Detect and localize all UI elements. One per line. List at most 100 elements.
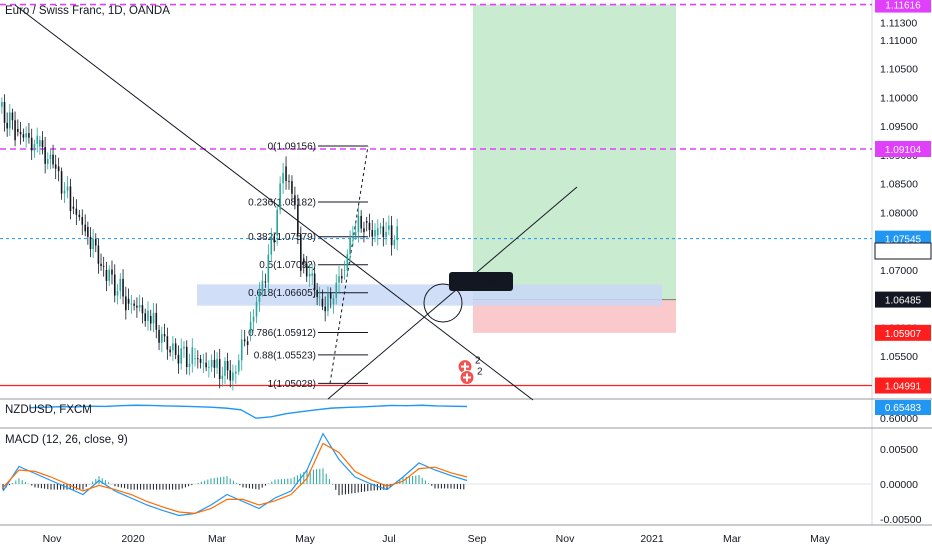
candle-body (203, 363, 205, 364)
candle-body (136, 306, 138, 308)
x-tick-label: Nov (556, 533, 575, 545)
y-tick-label: 1.11300 (880, 18, 917, 30)
candle-body (294, 195, 296, 205)
candle-body (23, 134, 25, 137)
candle-body (20, 132, 22, 134)
candle-body (322, 299, 324, 307)
candle-body (369, 223, 371, 230)
candle-body (6, 123, 8, 129)
candle-body (1, 102, 3, 107)
price-tag-label: 1.05907 (885, 329, 922, 340)
candle-body (17, 129, 19, 132)
candle-body (34, 144, 36, 151)
candle-body (81, 217, 83, 225)
candle-body (211, 360, 213, 367)
candle-body (224, 361, 226, 376)
candle-body (309, 274, 311, 277)
candle-body (139, 305, 141, 307)
price-callout-label: 1.06514 (463, 278, 500, 289)
candle-body (241, 339, 243, 360)
price-tag-label: 1.06485 (885, 296, 922, 307)
candle-body (128, 299, 130, 304)
candle-body (276, 210, 278, 236)
candle-body (333, 298, 335, 304)
candle-body (106, 270, 108, 281)
candle-body (92, 239, 94, 249)
candle-body (256, 302, 258, 317)
candle-body (189, 364, 191, 367)
x-tick-label: Mar (208, 533, 227, 545)
candle-body (324, 307, 326, 312)
candle-body (119, 279, 121, 291)
event-badge-count: 2 (477, 367, 483, 378)
candle-body (39, 140, 41, 146)
y-tick-label: 1.10000 (880, 92, 918, 104)
candle-body (306, 264, 308, 277)
candle-body (169, 350, 171, 353)
candle-body (319, 297, 321, 298)
candle-body (227, 361, 229, 370)
candle-body (28, 133, 30, 138)
candle-body (235, 372, 237, 374)
long-position-target-zone (473, 5, 676, 300)
x-tick-label: 2020 (121, 533, 145, 545)
candle-body (183, 347, 185, 349)
candle-body (273, 236, 275, 242)
candle-body (355, 232, 357, 235)
candle-body (111, 270, 113, 275)
candle-body (338, 276, 340, 282)
macd-y-tick: 0.00000 (880, 479, 918, 491)
candle-body (232, 372, 234, 380)
candle-body (42, 140, 44, 147)
candle-body (84, 225, 86, 232)
price-tag-label: 07:56:02 (884, 247, 923, 258)
fib-level-label: 0.618(1.06605) (248, 288, 316, 299)
candle-body (327, 293, 329, 311)
candle-body (114, 275, 116, 296)
candle-body (205, 363, 207, 368)
candle-body (95, 239, 97, 245)
x-tick-label: May (810, 533, 831, 545)
candle-body (153, 313, 155, 324)
candle-body (108, 270, 110, 281)
candle-body (391, 225, 393, 245)
candle-body (147, 311, 149, 321)
nzdusd-pane-title: NZDUSD, FXCM (5, 404, 92, 416)
fib-level-label: 0.88(1.05523) (254, 350, 316, 361)
candle-body (167, 336, 169, 349)
candle-body (50, 155, 52, 159)
candle-body (303, 258, 305, 263)
candle-body (131, 304, 133, 305)
candle-body (297, 205, 299, 234)
candle-body (374, 230, 376, 237)
candle-body (55, 164, 57, 168)
candle-body (58, 166, 60, 171)
candle-body (270, 236, 272, 254)
candle-body (200, 359, 202, 363)
fib-level-label: 0.786(1.05912) (248, 328, 316, 339)
candle-body (155, 313, 157, 330)
candle-body (366, 221, 368, 223)
y-tick-label: 1.08500 (880, 179, 918, 191)
candle-body (219, 359, 221, 379)
price-tag-label: 1.04991 (885, 381, 922, 392)
candle-body (79, 215, 81, 217)
candle-body (316, 290, 318, 297)
candle-body (44, 147, 46, 164)
x-tick-label: Jul (382, 533, 395, 545)
y-tick-label: 1.11000 (880, 35, 917, 47)
candle-body (229, 370, 231, 380)
candle-body (122, 279, 124, 297)
event-badge-count: 2 (475, 356, 481, 367)
candle-body (279, 183, 281, 209)
candle-body (180, 348, 182, 363)
candle-body (150, 316, 152, 324)
candle-body (268, 255, 270, 283)
candle-body (14, 120, 16, 140)
candle-body (70, 186, 72, 211)
candle-body (9, 112, 11, 128)
y-tick-label: 1.05500 (880, 351, 918, 363)
candle-body (371, 230, 373, 237)
candle-body (25, 133, 27, 137)
